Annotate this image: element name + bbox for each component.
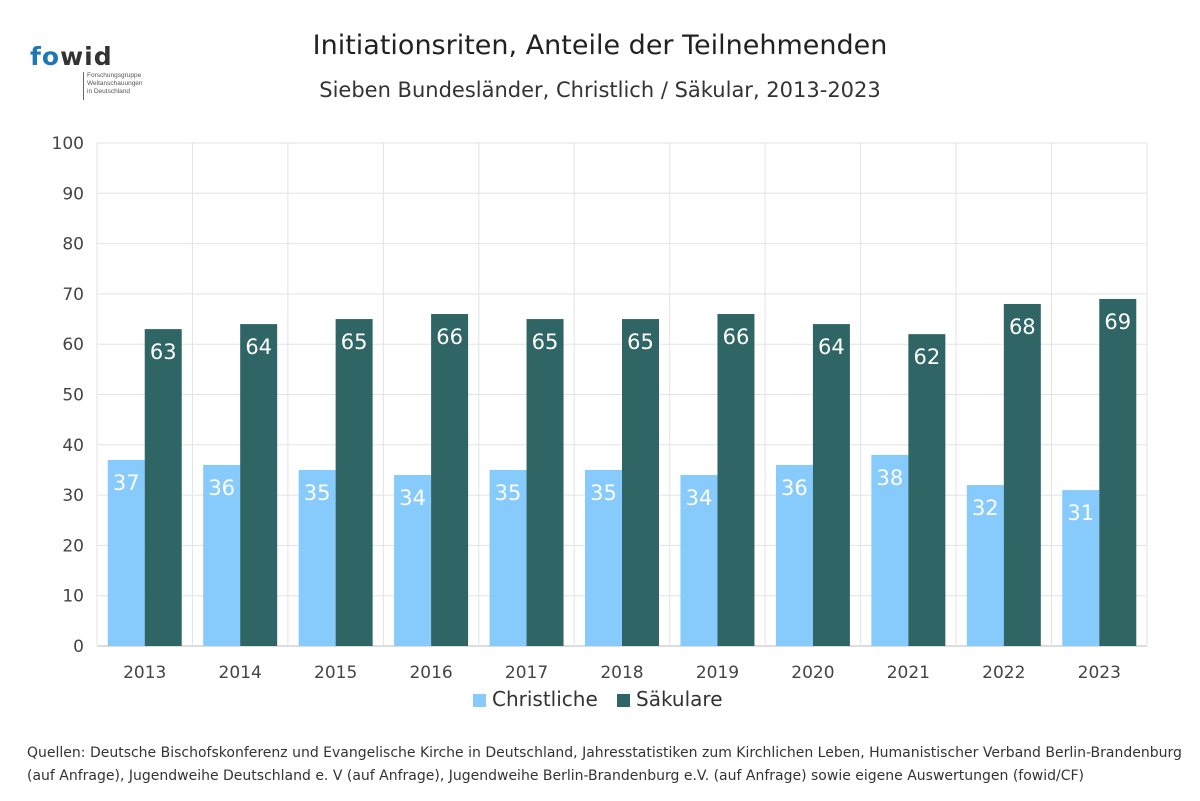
data-label: 37 (113, 471, 140, 495)
y-tick-label: 60 (62, 335, 84, 355)
y-tick-label: 80 (62, 235, 84, 255)
legend-label: Säkulare (636, 687, 723, 711)
data-label: 65 (341, 330, 368, 354)
data-label: 69 (1104, 310, 1131, 334)
bar-christliche (489, 469, 527, 646)
data-label: 35 (590, 481, 617, 505)
bar-saekulare (1099, 298, 1137, 646)
bar-christliche (394, 474, 432, 646)
data-label: 36 (781, 476, 808, 500)
bar-chart: 0 10 20 30 40 50 60 70 80 90 100 37 63 2013 36 64 2014 35… (52, 134, 1148, 711)
x-tick-label: 2023 (1078, 663, 1121, 683)
source-note: Quellen: Deutsche Bischofskonferenz und … (27, 745, 1182, 784)
bar-saekulare (908, 334, 946, 646)
legend-swatch (617, 694, 630, 707)
bar-christliche (107, 459, 145, 646)
data-label: 66 (436, 325, 463, 349)
x-tick-label: 2014 (219, 663, 262, 683)
bar-saekulare (144, 329, 182, 646)
data-label: 68 (1009, 315, 1036, 339)
bar-saekulare (717, 314, 755, 646)
x-tick-label: 2017 (505, 663, 548, 683)
x-tick-label: 2022 (982, 663, 1025, 683)
data-label: 62 (913, 345, 940, 369)
bar-christliche (680, 474, 718, 646)
logo-divider (83, 72, 84, 100)
fowid-logo: fowid Forschungsgruppe Weltanschauungen … (30, 42, 150, 102)
y-tick-label: 20 (62, 536, 84, 556)
x-tick-label: 2013 (123, 663, 166, 683)
y-tick-label: 0 (73, 637, 84, 657)
bar-christliche (298, 469, 336, 646)
y-tick-label: 40 (62, 436, 84, 456)
x-tick-label: 2015 (314, 663, 357, 683)
bar-saekulare (812, 324, 850, 646)
data-label: 35 (304, 481, 331, 505)
data-label: 65 (532, 330, 559, 354)
bar-saekulare (1003, 303, 1041, 646)
data-label: 64 (245, 335, 272, 359)
bar-saekulare (240, 324, 278, 646)
data-label: 34 (399, 486, 426, 510)
logo-wordmark: fowid (30, 42, 113, 71)
data-label: 35 (495, 481, 522, 505)
bar-saekulare (335, 319, 373, 646)
x-tick-label: 2016 (409, 663, 452, 683)
data-label: 65 (627, 330, 654, 354)
data-label: 63 (150, 340, 177, 364)
y-tick-label: 30 (62, 486, 84, 506)
data-label: 38 (876, 466, 903, 490)
bar-saekulare (526, 319, 564, 646)
bar-saekulare (622, 319, 659, 646)
legend-label: Christliche (492, 687, 598, 711)
x-tick-label: 2018 (600, 663, 643, 683)
bar-christliche (871, 454, 909, 646)
bar-christliche (203, 464, 241, 646)
bar-saekulare (431, 314, 469, 646)
x-tick-label: 2021 (887, 663, 930, 683)
legend-swatch (473, 694, 486, 707)
data-label: 64 (818, 335, 845, 359)
x-tick-label: 2020 (791, 663, 834, 683)
chart-title: Initiationsriten, Anteile der Teilnehmen… (312, 30, 888, 61)
bar-christliche (966, 485, 1004, 646)
y-tick-label: 90 (62, 184, 84, 204)
logo-subtitle: Forschungsgruppe Weltanschauungen in Deu… (87, 72, 143, 95)
y-tick-label: 50 (62, 386, 84, 406)
y-tick-label: 10 (62, 587, 84, 607)
data-label: 34 (686, 486, 713, 510)
bar-christliche (1062, 490, 1100, 646)
y-tick-label: 70 (62, 285, 84, 305)
bar-christliche (585, 469, 622, 646)
data-label: 32 (972, 496, 999, 520)
bar-christliche (775, 464, 813, 646)
x-tick-label: 2019 (696, 663, 739, 683)
data-label: 36 (208, 476, 235, 500)
data-label: 66 (723, 325, 750, 349)
chart-subtitle: Sieben Bundesländer, Christlich / Säkula… (319, 78, 881, 102)
y-tick-label: 100 (52, 134, 84, 154)
data-label: 31 (1067, 501, 1094, 525)
